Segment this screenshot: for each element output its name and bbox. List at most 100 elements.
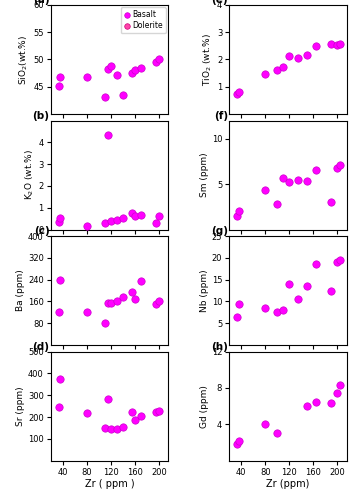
Point: [138, 277, 144, 285]
Point: [234, 313, 240, 321]
Point: [234, 440, 240, 448]
Y-axis label: TiO$_2$ (wt.%): TiO$_2$ (wt.%): [202, 33, 214, 86]
Point: [274, 66, 280, 74]
Text: (g): (g): [211, 226, 228, 236]
Point: [329, 40, 334, 48]
Point: [338, 161, 343, 169]
Point: [132, 416, 138, 424]
Point: [105, 130, 111, 138]
Point: [58, 276, 63, 284]
Text: (a): (a): [33, 0, 50, 5]
Text: (d): (d): [33, 342, 50, 352]
Point: [156, 212, 162, 220]
Point: [84, 222, 90, 230]
Point: [84, 409, 90, 417]
Point: [102, 319, 108, 327]
Point: [120, 293, 126, 301]
Point: [295, 54, 301, 62]
Point: [105, 65, 111, 73]
Point: [335, 41, 340, 49]
Point: [129, 288, 135, 296]
Point: [138, 412, 144, 420]
Point: [138, 64, 144, 72]
Point: [236, 88, 241, 96]
Point: [153, 300, 159, 308]
Text: (e): (e): [211, 0, 228, 5]
Point: [329, 287, 334, 295]
Y-axis label: Sr (ppm): Sr (ppm): [16, 386, 25, 426]
Point: [236, 207, 241, 215]
Point: [329, 399, 334, 407]
Point: [262, 186, 268, 194]
Point: [280, 174, 286, 182]
Point: [129, 407, 135, 415]
Point: [274, 308, 280, 316]
Point: [156, 406, 162, 414]
Y-axis label: Gd (ppm): Gd (ppm): [200, 385, 209, 428]
Point: [153, 58, 159, 66]
Y-axis label: Nb (ppm): Nb (ppm): [200, 269, 209, 312]
Text: (c): (c): [34, 226, 50, 236]
Y-axis label: SiO$_2$(wt.%): SiO$_2$(wt.%): [18, 34, 30, 85]
Point: [314, 260, 319, 268]
Point: [102, 220, 108, 228]
Point: [234, 212, 240, 220]
Point: [58, 214, 63, 222]
Point: [262, 70, 268, 78]
Point: [58, 73, 63, 81]
Legend: Basalt, Dolerite: Basalt, Dolerite: [121, 7, 166, 33]
Point: [120, 214, 126, 222]
Point: [314, 397, 319, 405]
Point: [114, 71, 120, 79]
Point: [304, 402, 310, 410]
Point: [262, 304, 268, 312]
Point: [280, 306, 286, 314]
Point: [138, 211, 144, 219]
Point: [56, 308, 61, 316]
Point: [335, 164, 340, 172]
Text: (b): (b): [33, 111, 50, 121]
Point: [280, 63, 286, 71]
Point: [102, 93, 108, 101]
Text: (h): (h): [211, 342, 228, 352]
Y-axis label: Sm (ppm): Sm (ppm): [200, 153, 209, 197]
Y-axis label: K$_2$O (wt.%): K$_2$O (wt.%): [23, 150, 36, 200]
Point: [56, 218, 61, 226]
Point: [129, 209, 135, 217]
Point: [58, 375, 63, 383]
Point: [287, 280, 292, 288]
Point: [274, 429, 280, 437]
Point: [84, 308, 90, 316]
Point: [108, 62, 114, 70]
Point: [114, 425, 120, 433]
X-axis label: Zr ( ppm ): Zr ( ppm ): [85, 480, 134, 490]
Point: [108, 299, 114, 307]
Point: [287, 52, 292, 60]
Point: [274, 200, 280, 208]
Point: [114, 216, 120, 224]
Point: [236, 437, 241, 445]
Point: [153, 220, 159, 228]
Point: [84, 73, 90, 81]
Point: [338, 40, 343, 48]
Point: [105, 299, 111, 307]
Point: [108, 217, 114, 225]
Point: [132, 66, 138, 74]
Point: [156, 55, 162, 63]
Point: [338, 381, 343, 389]
Point: [234, 90, 240, 98]
Point: [114, 297, 120, 305]
Point: [120, 423, 126, 431]
Point: [304, 282, 310, 290]
Point: [153, 407, 159, 415]
Point: [287, 178, 292, 186]
Point: [129, 69, 135, 77]
Point: [295, 295, 301, 303]
Point: [56, 403, 61, 411]
Point: [56, 82, 61, 90]
Point: [304, 177, 310, 185]
Point: [132, 212, 138, 220]
Point: [329, 198, 334, 206]
Y-axis label: Ba (ppm): Ba (ppm): [16, 270, 25, 311]
Point: [262, 420, 268, 428]
